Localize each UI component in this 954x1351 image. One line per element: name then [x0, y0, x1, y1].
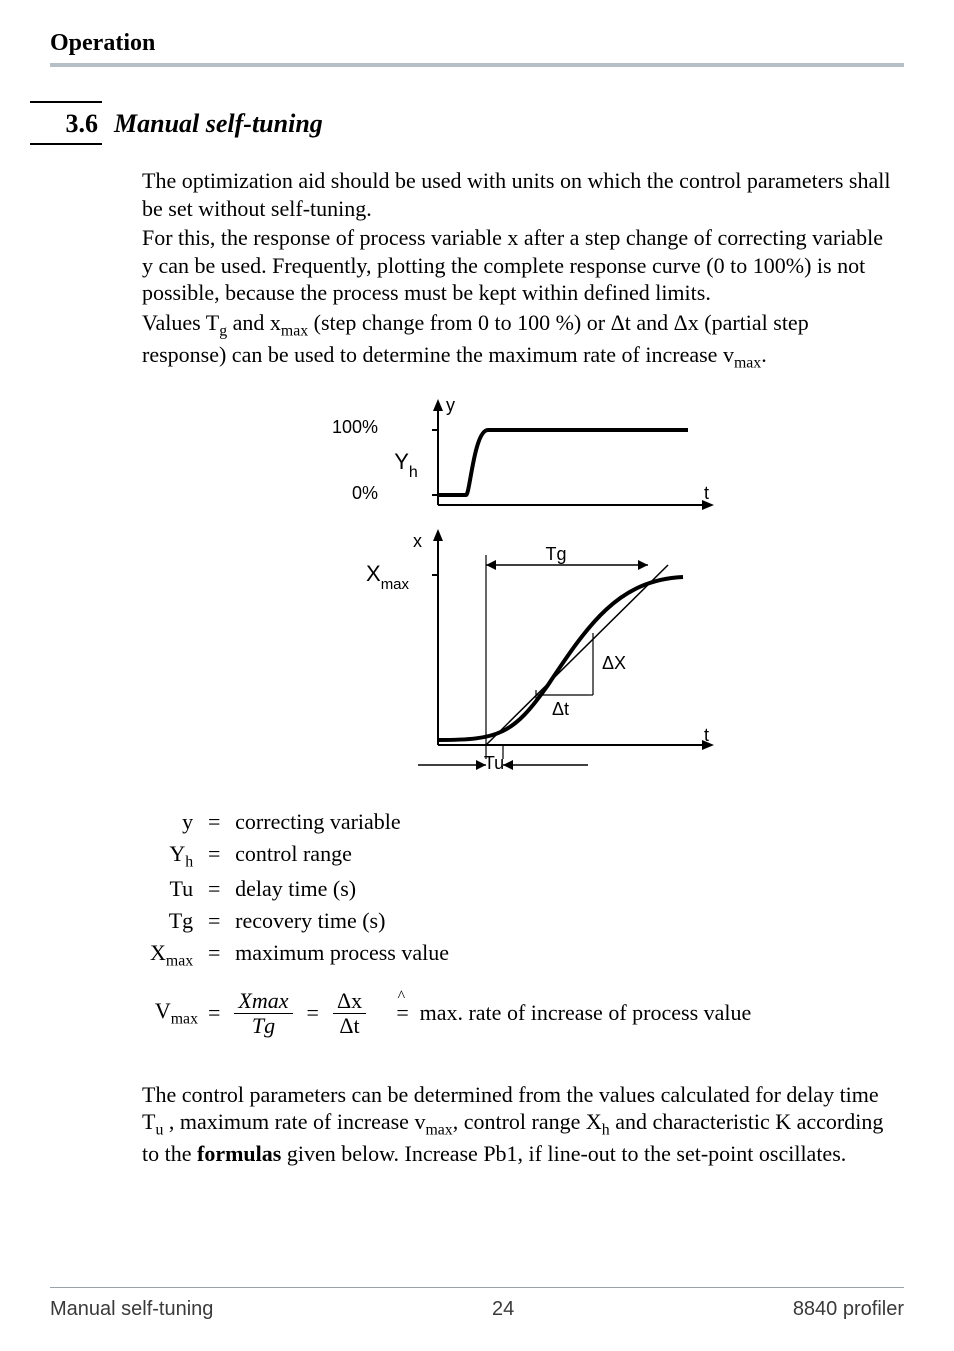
definition-text: maximum process value — [229, 938, 455, 972]
p3-seg2: , maximum rate of increase v — [163, 1109, 425, 1134]
paragraph-3: The control parameters can be determined… — [142, 1081, 894, 1168]
section-title: Manual self-tuning — [114, 109, 323, 139]
definition-symbol: Tu — [144, 874, 199, 904]
frac1-den: Tg — [248, 1014, 279, 1037]
diagram-label-xmax: X — [366, 561, 381, 586]
p2b-sub1: g — [219, 322, 227, 339]
running-head: Operation — [50, 30, 904, 61]
p2b-seg4: . — [761, 342, 767, 367]
footer-rule — [50, 1287, 904, 1288]
diagram-label-100: 100% — [332, 417, 378, 437]
definition-row: Xmax=maximum process value — [144, 938, 455, 972]
definition-row: Tg=recovery time (s) — [144, 906, 455, 936]
diagram-label-t-top: t — [704, 483, 709, 503]
svg-text:Xmax: Xmax — [366, 561, 410, 593]
formula-lhs: V — [155, 998, 171, 1023]
definition-symbol: Xmax — [144, 938, 199, 972]
definition-symbol: Tg — [144, 906, 199, 936]
definition-equals: = — [201, 874, 227, 904]
paragraph-1: The optimization aid should be used with… — [142, 167, 894, 222]
footer-page-number: 24 — [492, 1298, 514, 1321]
p2b-sub3: max — [734, 354, 761, 371]
p3-sub3: h — [602, 1122, 610, 1139]
p3-seg3: , control range X — [453, 1109, 602, 1134]
definition-equals: = — [201, 906, 227, 936]
p3-bold: formulas — [197, 1141, 281, 1166]
definition-equals: = — [201, 938, 227, 972]
frac1-num: Xmax — [234, 989, 292, 1012]
formula-lhs-sub: max — [171, 1011, 198, 1028]
paragraph-2b: Values Tg and xmax (step change from 0 t… — [142, 309, 894, 373]
vmax-formula: Vmax = Xmax Tg = Δx Δt = max. rate of in… — [142, 989, 894, 1036]
svg-text:Yh: Yh — [394, 449, 418, 481]
diagram-label-t-bottom: t — [704, 725, 709, 745]
p3-sub2: max — [425, 1122, 452, 1139]
header-rule — [50, 63, 904, 67]
definition-symbol: y — [144, 807, 199, 837]
p2b-seg2: and x — [227, 310, 281, 335]
definitions-list: y=correcting variableYh=control rangeTu=… — [142, 805, 894, 1037]
diagram-label-0: 0% — [352, 483, 378, 503]
definition-equals: = — [201, 839, 227, 873]
definition-row: Yh=control range — [144, 839, 455, 873]
definition-text: delay time (s) — [229, 874, 455, 904]
step-response-diagram: y 100% 0% Yh t — [142, 395, 894, 775]
definition-text: control range — [229, 839, 455, 873]
p2b-seg1: Values T — [142, 310, 219, 335]
footer-right: 8840 profiler — [793, 1298, 904, 1321]
diagram-label-x: x — [413, 531, 422, 551]
definition-text: recovery time (s) — [229, 906, 455, 936]
p2b-sub2: max — [281, 322, 308, 339]
diagram-label-dt: Δt — [552, 699, 569, 719]
definition-row: Tu=delay time (s) — [144, 874, 455, 904]
diagram-label-tu: Tu — [484, 753, 504, 773]
paragraph-2a: For this, the response of process variab… — [142, 224, 894, 307]
formula-rhs-text: max. rate of increase of process value — [420, 998, 752, 1028]
equiv-hat-icon: = — [396, 998, 410, 1028]
section-number: 3.6 — [50, 109, 102, 139]
frac2-num: Δx — [333, 989, 366, 1012]
p3-seg5: given below. Increase Pb1, if line-out t… — [281, 1141, 846, 1166]
definition-equals: = — [201, 807, 227, 837]
diagram-label-yh: Y — [394, 449, 409, 474]
diagram-label-yh-sub: h — [409, 464, 418, 481]
diagram-label-xmax-sub: max — [381, 576, 410, 593]
definition-row: y=correcting variable — [144, 807, 455, 837]
footer-left: Manual self-tuning — [50, 1298, 213, 1321]
definition-text: correcting variable — [229, 807, 455, 837]
frac2-den: Δt — [335, 1014, 363, 1037]
diagram-label-dx: ΔX — [602, 653, 626, 673]
diagram-label-y: y — [446, 395, 455, 415]
diagram-label-tg: Tg — [545, 544, 566, 564]
definition-symbol: Yh — [144, 839, 199, 873]
